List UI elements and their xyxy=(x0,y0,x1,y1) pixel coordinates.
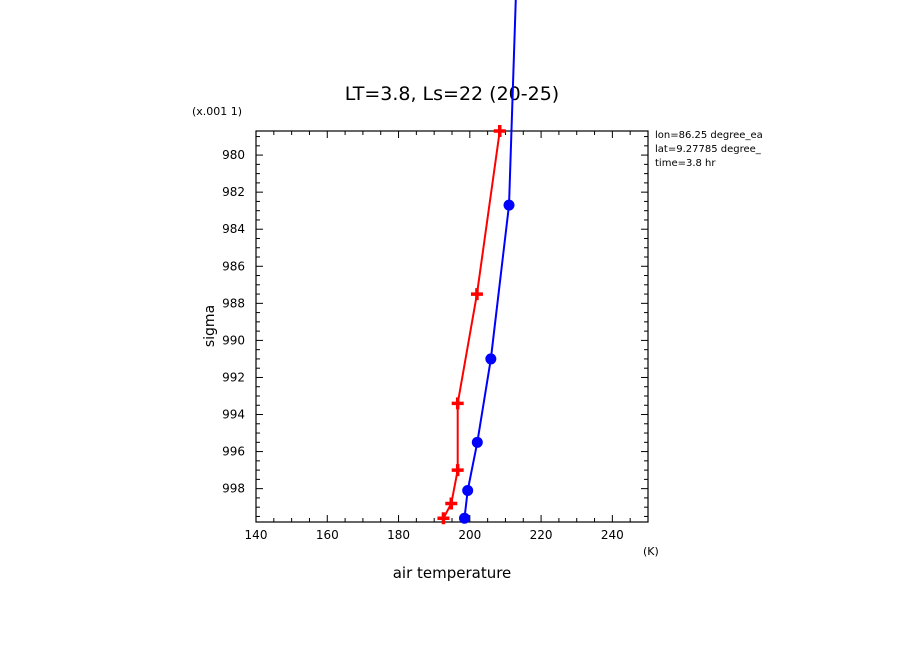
x-tick-label: 180 xyxy=(387,528,410,542)
series-2-point xyxy=(485,353,497,365)
y-tick-label: 982 xyxy=(222,185,245,199)
series-2-point xyxy=(462,484,474,496)
plot-frame xyxy=(255,130,649,523)
y-tick-label: 988 xyxy=(222,296,245,310)
x-tick-label: 140 xyxy=(245,528,268,542)
x-tick-label: 240 xyxy=(601,528,624,542)
series-2-point xyxy=(458,512,470,524)
x-axis-label: air temperature xyxy=(393,564,512,582)
y-tick-label: 994 xyxy=(222,408,245,422)
y-tick-label: 990 xyxy=(222,333,245,347)
y-tick-label: 984 xyxy=(222,222,245,236)
annotation-lat: lat=9.27785 degree_ xyxy=(655,144,762,155)
series-1-point xyxy=(451,397,464,410)
series-1-line xyxy=(442,130,501,519)
axes: 140 160 180 200 220 240 980 982 984 986 988 990 992 9… xyxy=(222,131,649,542)
y-tick-label: 980 xyxy=(222,148,245,162)
series-2-point xyxy=(471,436,483,448)
series-2-point xyxy=(503,199,515,211)
y-axis-label: sigma xyxy=(202,305,218,347)
series-1-point xyxy=(451,464,464,477)
series-1-point xyxy=(470,288,483,301)
x-tick-label: 160 xyxy=(316,528,339,542)
y-tick-label: 992 xyxy=(222,370,245,384)
y-tick-label: 998 xyxy=(222,482,245,496)
chart-title: LT=3.8, Ls=22 (20-25) xyxy=(345,83,559,105)
x-unit-label: (K) xyxy=(643,545,659,558)
series-group xyxy=(437,0,517,525)
annotation-time: time=3.8 hr xyxy=(655,158,716,169)
x-tick-label: 220 xyxy=(530,528,553,542)
series-1-point xyxy=(437,512,450,525)
series-1-point xyxy=(445,497,458,510)
y-tick-label: 996 xyxy=(222,445,245,459)
y-tick-label: 986 xyxy=(222,259,245,273)
annotation-lon: lon=86.25 degree_ea xyxy=(655,130,763,141)
x-tick-label: 200 xyxy=(458,528,481,542)
y-scale-label: (x.001 1) xyxy=(192,105,242,118)
series-1-point xyxy=(493,125,506,137)
